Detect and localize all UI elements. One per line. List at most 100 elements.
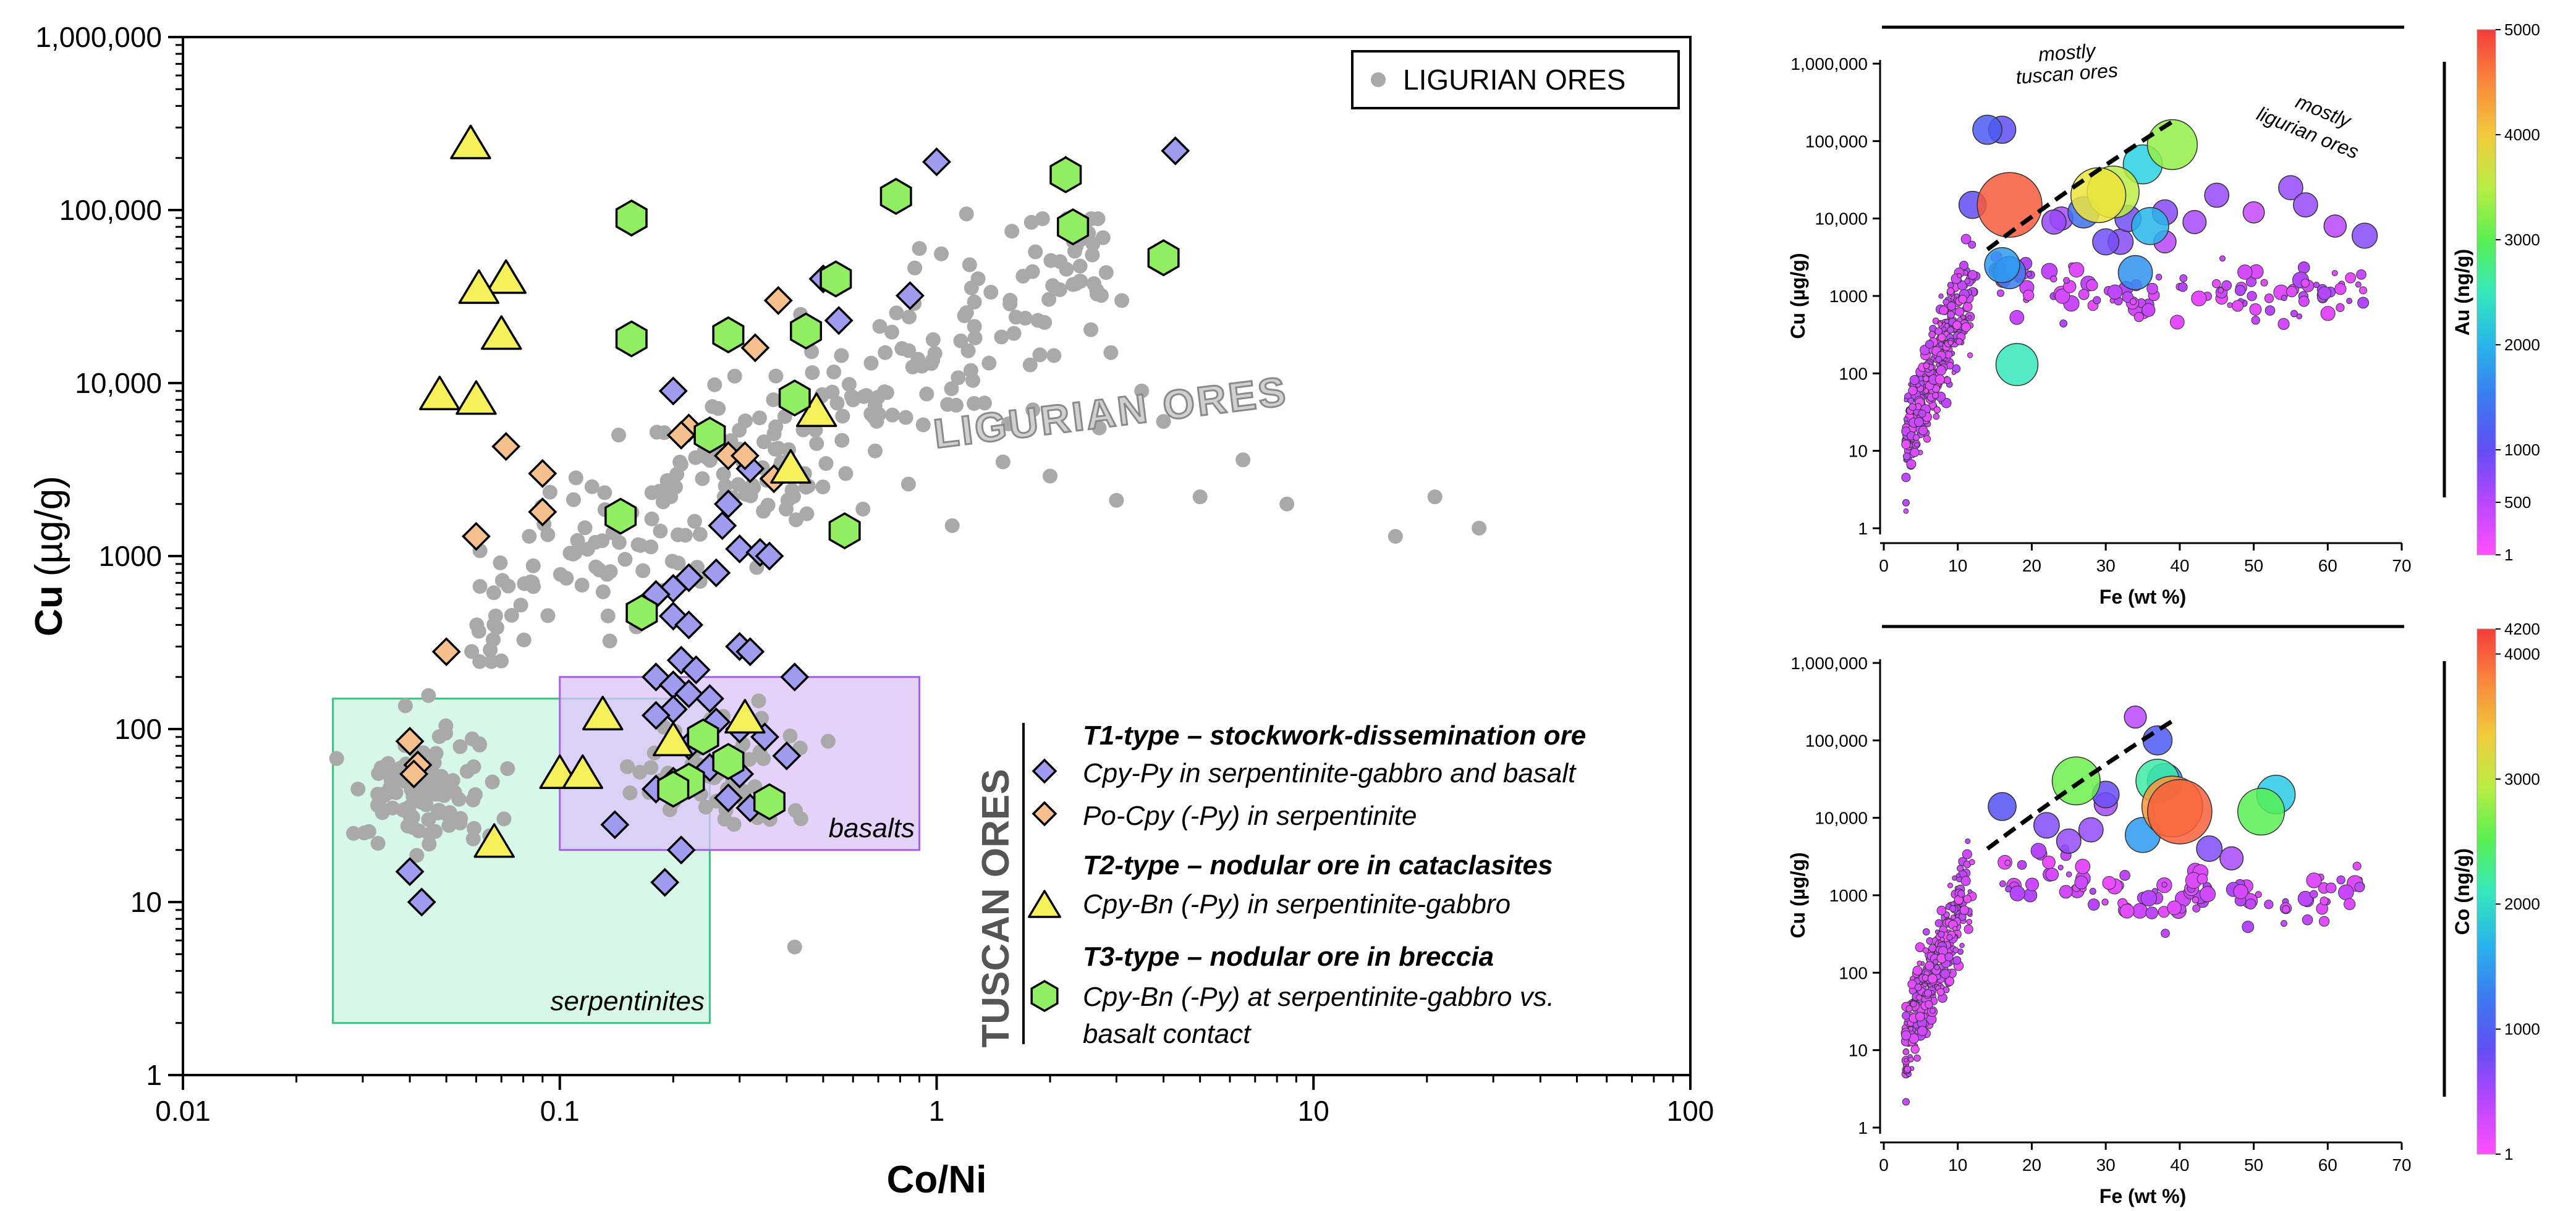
co-panel-bubble — [2124, 706, 2147, 729]
co-panel-small-point — [2017, 860, 2027, 870]
ligurian-point — [752, 410, 768, 426]
co-panel-small-point — [2280, 920, 2287, 927]
ligurian-point — [643, 760, 659, 775]
au-panel-small-point — [1925, 340, 1934, 349]
au-panel-small-points — [1901, 234, 2370, 514]
ligurian-point — [919, 386, 934, 402]
co-panel-small-point — [1934, 964, 1940, 971]
ligurian-point — [522, 529, 537, 544]
au-panel-small-point — [1902, 452, 1911, 460]
ligurian-point — [737, 413, 753, 429]
t1-cpy-py-point — [922, 147, 951, 177]
co-panel-small-point — [2057, 864, 2064, 871]
au-panel-small-point — [2260, 279, 2268, 287]
ligurian-point — [1002, 292, 1018, 308]
t1-cpy-py-point — [735, 637, 765, 667]
au-panel-colorbar-tick-label: 500 — [2504, 493, 2531, 512]
co-panel-small-point — [2025, 877, 2039, 892]
co-panel-small-point — [1910, 1000, 1917, 1008]
au-panel-small-point — [1946, 287, 1955, 295]
ligurian-point — [1388, 529, 1403, 544]
ligurian-point — [1043, 253, 1059, 268]
ligurian-point — [963, 363, 978, 378]
ligurian-point — [977, 395, 992, 411]
au-panel-small-point — [2300, 278, 2310, 288]
au-panel-small-point — [2313, 281, 2320, 289]
au-panel-small-point — [2346, 298, 2353, 304]
au-panel-small-point — [2041, 263, 2058, 280]
ligurian-point — [611, 428, 627, 443]
ligurian-point — [766, 392, 781, 407]
legend-t1-po-marker — [1032, 801, 1057, 827]
co-panel-small-point — [1968, 859, 1975, 866]
co-panel-small-point — [1959, 943, 1965, 948]
au-panel-small-point — [1941, 398, 1952, 408]
t3-point — [828, 512, 861, 550]
co-panel-small-point — [1922, 947, 1930, 954]
y-axis-title-unit: (µg/g) — [28, 476, 70, 576]
co-panel-small-point — [1912, 966, 1923, 976]
ligurian-point — [504, 607, 519, 623]
co-panel-bubbles — [1988, 706, 2296, 871]
y-tick-label: 100 — [114, 713, 162, 745]
ligurian-point — [962, 257, 977, 272]
au-panel-y-tick-label: 1,000,000 — [1790, 54, 1868, 74]
au-panel-small-point — [1902, 499, 1910, 507]
ligurian-point — [588, 559, 604, 575]
ligurian-point — [1093, 288, 1109, 303]
ligurian-point — [465, 831, 481, 846]
ligurian-point — [698, 800, 713, 815]
ligurian-point — [1091, 420, 1107, 436]
ligurian-point — [409, 848, 425, 863]
series-t3 — [604, 156, 1180, 821]
au-panel-small-point — [2069, 262, 2085, 278]
co-panel-small-point — [2119, 903, 2135, 919]
ligurian-point — [1043, 468, 1058, 484]
t1-cpy-py-point — [780, 662, 810, 692]
ligurian-point — [1156, 414, 1171, 429]
t1-cpy-py-point — [674, 679, 704, 709]
au-panel-small-point — [1954, 293, 1960, 298]
ligurian-point — [513, 597, 528, 613]
x-axis-title: Co/Ni — [887, 1158, 987, 1201]
ligurian-point — [423, 767, 439, 782]
t1-cpy-py-point — [641, 701, 671, 730]
co-panel-small-point — [1905, 1005, 1913, 1013]
co-panel-small-point — [2192, 896, 2199, 904]
main-chart: 0.01 0.1 1 10 100 1 10 100 1000 10,000 100,000 1,00… — [28, 21, 1714, 1201]
co-panel-small-point — [1930, 1008, 1936, 1015]
au-panel-small-point — [1959, 261, 1968, 271]
ligurian-point — [799, 506, 815, 521]
au-panel-small-point — [1903, 508, 1909, 514]
co-panel-small-point — [2042, 855, 2056, 869]
au-panel-small-point — [1933, 406, 1941, 414]
au-panel-x-tick-label: 60 — [2318, 556, 2337, 575]
ligurian-point — [907, 260, 923, 276]
co-panel-small-points — [1900, 838, 2365, 1106]
ligurian-point — [1192, 489, 1208, 505]
co-panel-small-point — [2074, 876, 2088, 890]
au-panel-small-point — [1947, 302, 1956, 311]
legend-ligurian-label: LIGURIAN ORES — [1403, 64, 1625, 96]
ligurian-point — [707, 377, 722, 392]
t3-point — [778, 379, 811, 417]
au-panel-small-point — [1947, 282, 1954, 289]
ligurian-point — [471, 623, 486, 639]
au-panel-bubbles — [1958, 114, 2378, 386]
au-panel-small-point — [1913, 434, 1920, 441]
au-panel-small-point — [2023, 289, 2035, 302]
ligurian-point — [967, 395, 982, 411]
ligurian-point — [768, 441, 783, 457]
ligurian-point — [688, 450, 703, 465]
au-panel-small-point — [2218, 287, 2224, 293]
t1-cpy-py-point — [650, 867, 680, 897]
co-panel-small-point — [2233, 884, 2248, 900]
au-panel-small-point — [1960, 234, 1972, 245]
co-panel-small-point — [1964, 924, 1973, 934]
ligurian-point — [818, 456, 834, 471]
co-panel-small-point — [1913, 1054, 1921, 1062]
ligurian-point — [838, 466, 854, 481]
au-panel-small-point — [1901, 473, 1911, 483]
co-panel-small-point — [2281, 905, 2290, 914]
au-panel-x-tick-label: 0 — [1879, 556, 1889, 575]
